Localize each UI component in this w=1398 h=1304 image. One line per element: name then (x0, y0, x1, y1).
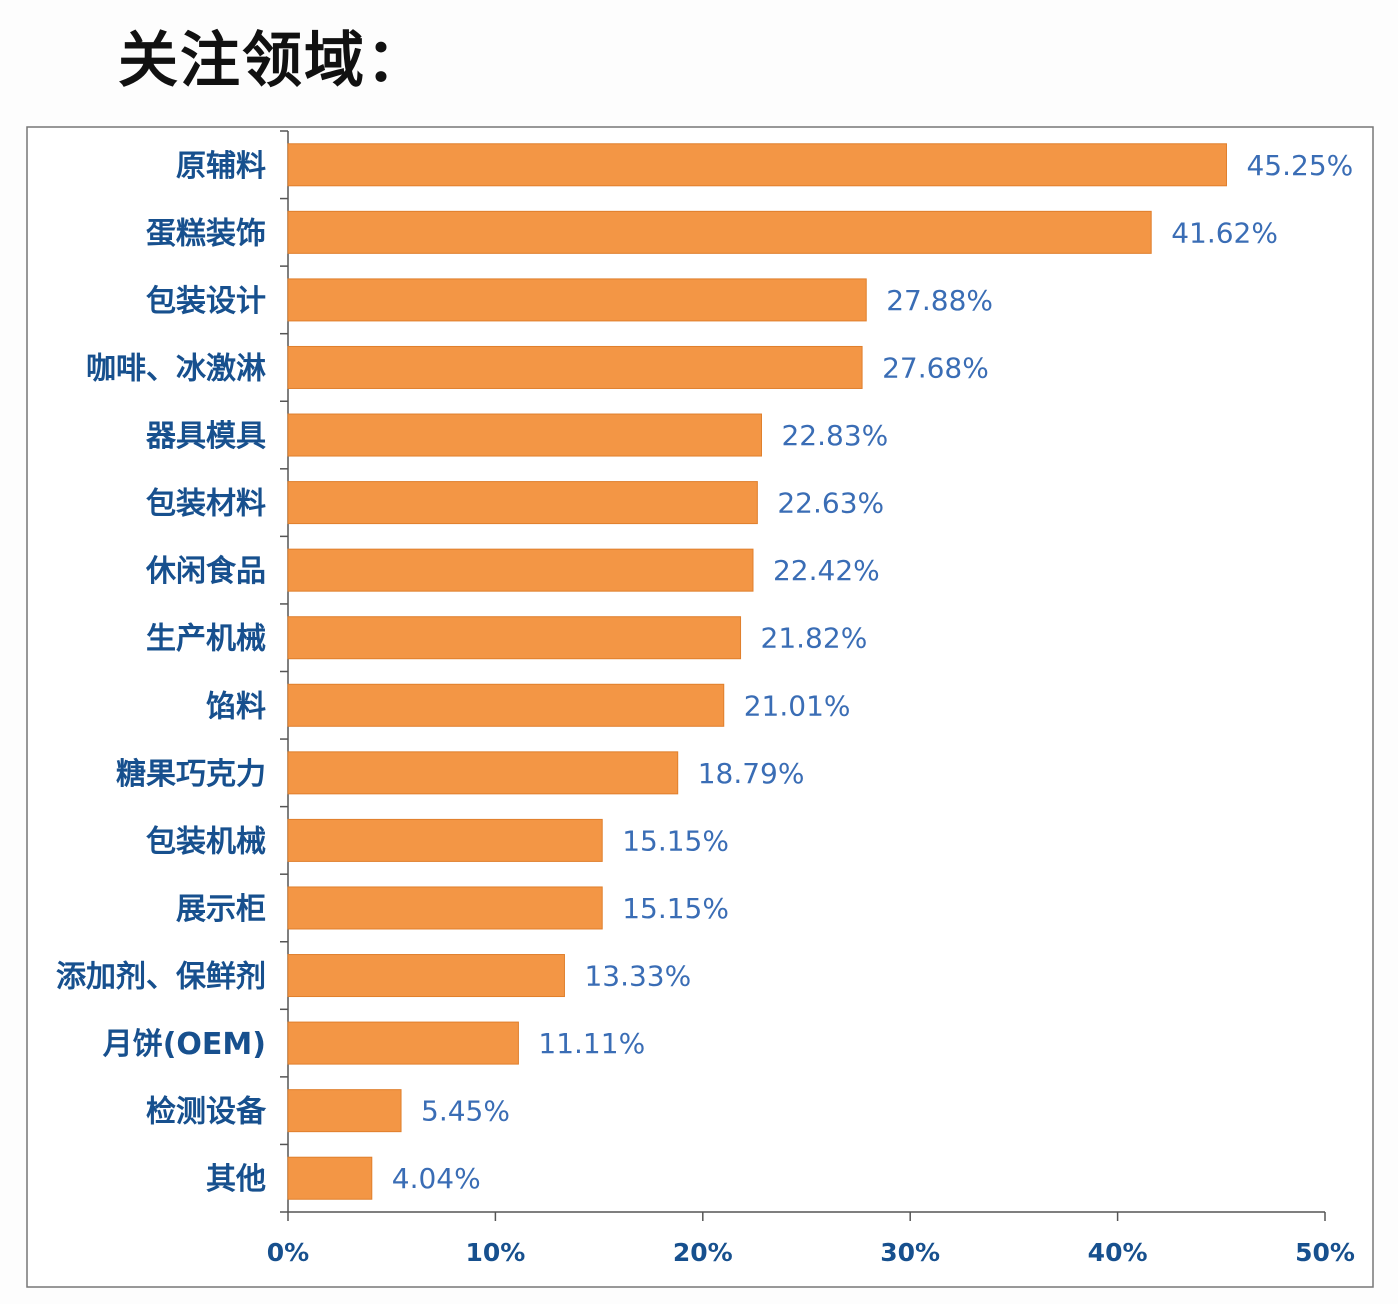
bar (287, 548, 754, 592)
x-tick-label: 50% (1295, 1238, 1355, 1267)
bar (287, 345, 863, 389)
category-label: 展示柜 (176, 892, 266, 927)
category-label: 休闲食品 (145, 554, 266, 589)
category-label: 包装材料 (146, 487, 266, 522)
x-tick-label: 0% (267, 1238, 309, 1267)
category-label: 原辅料 (176, 149, 266, 184)
category-label: 检测设备 (146, 1095, 267, 1130)
value-label: 22.63% (777, 487, 884, 520)
value-label: 18.79% (698, 757, 805, 790)
x-tick-label: 40% (1088, 1238, 1148, 1267)
value-label: 45.25% (1246, 149, 1353, 182)
bar (287, 954, 565, 998)
value-label: 21.82% (761, 622, 868, 655)
page-title: 关注领域： (118, 26, 428, 96)
value-label: 4.04% (392, 1162, 481, 1195)
bar (287, 1156, 373, 1200)
value-label: 13.33% (584, 960, 691, 993)
value-label: 22.42% (773, 554, 880, 587)
category-label: 其他 (206, 1162, 266, 1197)
category-label: 生产机械 (146, 622, 266, 657)
value-label: 11.11% (538, 1027, 645, 1060)
category-label: 包装设计 (146, 284, 266, 319)
x-tick-label: 30% (880, 1238, 940, 1267)
value-label: 21.01% (744, 689, 851, 722)
bar (287, 616, 742, 660)
category-label: 馅料 (206, 689, 266, 724)
bar (287, 481, 758, 525)
category-label: 器具模具 (145, 419, 266, 454)
value-label: 27.68% (882, 351, 989, 384)
value-label: 27.88% (886, 284, 993, 317)
category-label: 糖果巧克力 (116, 757, 266, 792)
category-label: 蛋糕装饰 (146, 216, 266, 251)
value-label: 22.83% (781, 419, 888, 452)
value-label: 15.15% (622, 824, 729, 857)
x-tick-label: 20% (673, 1238, 733, 1267)
bar (287, 143, 1227, 187)
bar (287, 683, 725, 727)
bar (287, 1089, 402, 1133)
value-label: 15.15% (622, 892, 729, 925)
bar (287, 210, 1152, 254)
value-label: 5.45% (421, 1095, 510, 1128)
category-label: 咖啡、冰激淋 (86, 351, 266, 386)
bar (287, 1021, 519, 1065)
bar (287, 818, 603, 862)
bar (287, 886, 603, 930)
category-label: 包装机械 (146, 824, 266, 859)
value-label: 41.62% (1171, 216, 1278, 249)
category-label: 添加剂、保鲜剂 (56, 960, 266, 995)
x-tick-label: 10% (465, 1238, 525, 1267)
bar (287, 413, 762, 457)
category-label: 月饼(OEM) (103, 1027, 266, 1062)
bar (287, 751, 679, 795)
bar (287, 278, 867, 322)
